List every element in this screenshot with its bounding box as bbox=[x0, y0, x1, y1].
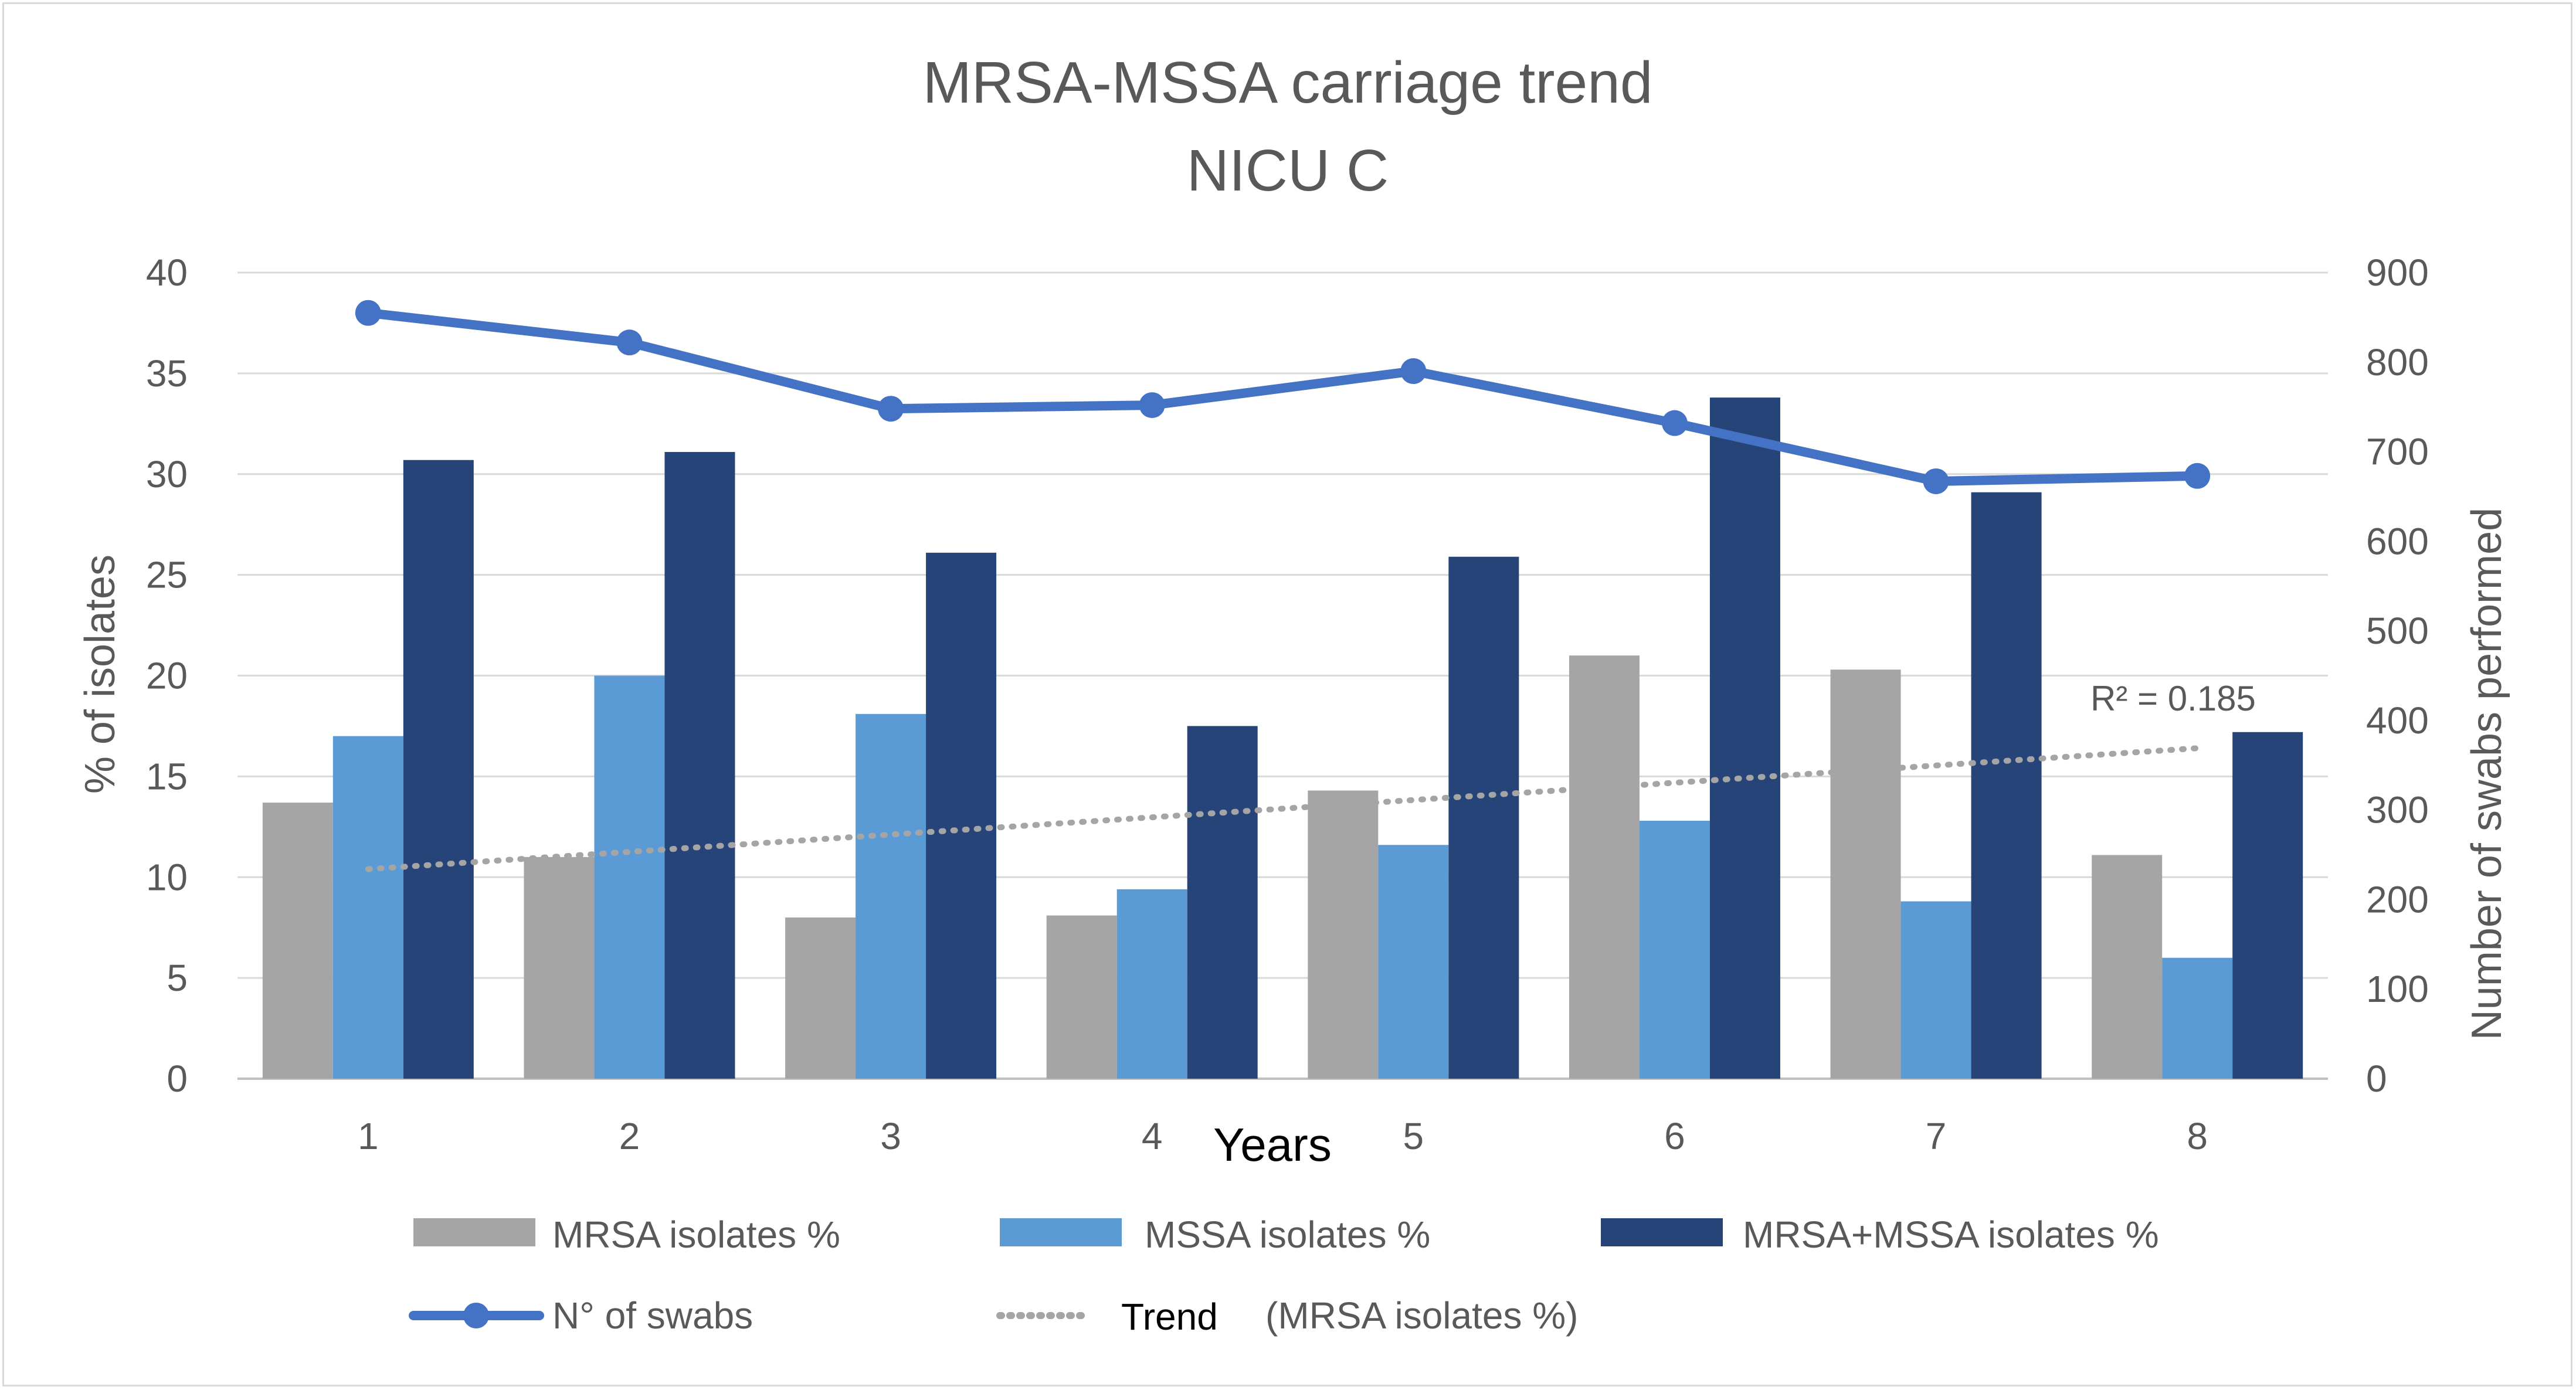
y2-tick-label: 100 bbox=[2366, 968, 2429, 1010]
left-axis-ticks: 0 5 10 15 20 25 30 35 40 bbox=[146, 252, 188, 1100]
y2-tick-label: 500 bbox=[2366, 610, 2429, 652]
bar-mssa-isolates-4 bbox=[1116, 889, 1187, 1079]
x-tick-label: 6 bbox=[1664, 1115, 1685, 1157]
swabs-point-7 bbox=[1923, 468, 1949, 494]
legend-label-trend-series: (MRSA isolates %) bbox=[1265, 1294, 1578, 1337]
bar-mssa-isolates-1 bbox=[332, 736, 403, 1079]
bar-mrsa-mssa-isolates-5 bbox=[1448, 556, 1519, 1079]
y2-tick-label: 900 bbox=[2366, 252, 2429, 294]
swabs-point-2 bbox=[616, 329, 643, 356]
bar-mssa-isolates-5 bbox=[1378, 845, 1449, 1079]
y-tick-label: 30 bbox=[146, 453, 188, 495]
trendline-path bbox=[365, 745, 2201, 872]
bar-mssa-isolates-2 bbox=[594, 675, 665, 1079]
y-tick-label: 20 bbox=[146, 655, 188, 697]
y2-tick-label: 400 bbox=[2366, 699, 2429, 742]
y2-tick-label: 800 bbox=[2366, 341, 2429, 383]
bar-mrsa-isolates-6 bbox=[1569, 655, 1640, 1079]
bar-mrsa-isolates-8 bbox=[2092, 855, 2163, 1079]
swabs-point-6 bbox=[1661, 410, 1688, 436]
bar-mrsa-mssa-isolates-3 bbox=[926, 552, 997, 1079]
x-axis-label: Years bbox=[1213, 1119, 1332, 1171]
legend-label-mssa: MSSA isolates % bbox=[1145, 1214, 1430, 1256]
bar-mrsa-isolates-4 bbox=[1046, 915, 1117, 1079]
x-tick-label: 3 bbox=[880, 1115, 901, 1157]
legend-label-swabs: N° of swabs bbox=[552, 1294, 753, 1337]
bar-mrsa-mssa-isolates-1 bbox=[403, 460, 474, 1079]
y-tick-label: 15 bbox=[146, 755, 188, 797]
y-tick-label: 35 bbox=[146, 352, 188, 395]
bar-mssa-isolates-3 bbox=[856, 713, 926, 1079]
y-tick-label: 10 bbox=[146, 856, 188, 898]
x-tick-label: 8 bbox=[2187, 1115, 2208, 1157]
bar-mrsa-isolates-7 bbox=[1830, 669, 1901, 1079]
bar-mssa-isolates-7 bbox=[1900, 901, 1971, 1079]
y-axis-label: % of isolates bbox=[77, 555, 124, 794]
right-axis-ticks: 0 100 200 300 400 500 600 700 800 900 bbox=[2366, 252, 2429, 1100]
legend: MRSA isolates % MSSA isolates % MRSA+MSS… bbox=[409, 1214, 2159, 1338]
bar-mrsa-mssa-isolates-8 bbox=[2232, 732, 2303, 1079]
y2-tick-label: 200 bbox=[2366, 878, 2429, 920]
swabs-point-1 bbox=[355, 300, 381, 326]
bar-mssa-isolates-6 bbox=[1639, 821, 1710, 1079]
trendline-r2-label: R² = 0.185 bbox=[2090, 679, 2256, 718]
y2-tick-label: 0 bbox=[2366, 1058, 2387, 1100]
y-tick-label: 0 bbox=[167, 1058, 188, 1100]
y-tick-label: 5 bbox=[167, 957, 188, 999]
chart-title: MRSA-MSSA carriage trend bbox=[923, 50, 1653, 115]
x-axis-ticks: 1 2 3 4 5 6 7 8 bbox=[358, 1115, 2208, 1157]
bar-mrsa-mssa-isolates-7 bbox=[1971, 492, 2042, 1079]
x-tick-label: 4 bbox=[1142, 1115, 1163, 1157]
y-tick-label: 25 bbox=[146, 554, 188, 596]
bar-mrsa-mssa-isolates-6 bbox=[1709, 397, 1780, 1079]
x-tick-label: 5 bbox=[1403, 1115, 1424, 1157]
y2-tick-label: 700 bbox=[2366, 431, 2429, 473]
bar-mrsa-isolates-2 bbox=[524, 857, 595, 1079]
legend-swatch-mssa bbox=[1000, 1218, 1122, 1246]
swabs-point-5 bbox=[1400, 358, 1427, 385]
legend-label-trend: Trend bbox=[1121, 1296, 1218, 1338]
bar-mrsa-isolates-1 bbox=[262, 803, 333, 1079]
y2-tick-label: 600 bbox=[2366, 520, 2429, 562]
swabs-line-path bbox=[363, 308, 2202, 486]
x-tick-label: 2 bbox=[619, 1115, 640, 1157]
bar-mrsa-isolates-5 bbox=[1308, 790, 1379, 1079]
trendline bbox=[365, 745, 2201, 872]
y-tick-label: 40 bbox=[146, 252, 188, 294]
y2-axis-label: Number of swabs performed bbox=[2463, 508, 2510, 1040]
bar-mrsa-mssa-isolates-4 bbox=[1187, 726, 1258, 1079]
x-tick-label: 7 bbox=[1926, 1115, 1947, 1157]
x-tick-label: 1 bbox=[358, 1115, 379, 1157]
swabs-point-8 bbox=[2184, 463, 2211, 489]
swabs-point-4 bbox=[1139, 392, 1165, 419]
legend-swatch-mrsa bbox=[413, 1218, 535, 1246]
legend-swatch-mrsa-mssa bbox=[1601, 1218, 1723, 1246]
chart-subtitle: NICU C bbox=[1187, 138, 1389, 203]
swabs-line bbox=[355, 300, 2211, 494]
swabs-point-3 bbox=[878, 396, 904, 422]
bars bbox=[262, 397, 2303, 1079]
legend-label-mrsa: MRSA isolates % bbox=[552, 1214, 840, 1256]
bar-mrsa-mssa-isolates-2 bbox=[664, 451, 735, 1079]
legend-swatch-swabs-marker bbox=[463, 1303, 489, 1328]
bar-mrsa-isolates-3 bbox=[785, 917, 856, 1079]
bar-mssa-isolates-8 bbox=[2162, 957, 2233, 1079]
y2-tick-label: 300 bbox=[2366, 789, 2429, 831]
legend-label-mrsa-mssa: MRSA+MSSA isolates % bbox=[1743, 1214, 2159, 1256]
